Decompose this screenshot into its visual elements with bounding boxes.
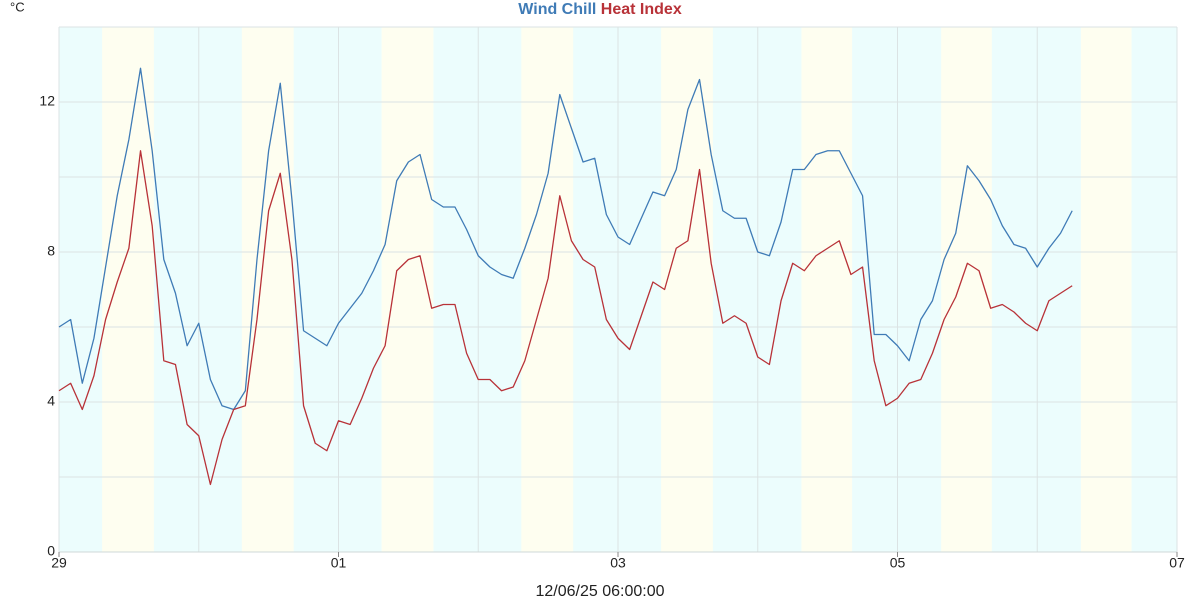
- labels-layer: 0 4 8 12 29 01 03 05 07: [39, 93, 1185, 571]
- x-tick-label: 03: [610, 555, 626, 571]
- y-tick-label: 8: [47, 243, 55, 259]
- daylight-band: [941, 27, 992, 552]
- daylight-band: [241, 27, 294, 552]
- x-tick-label: 05: [890, 555, 906, 571]
- legend-entry: Wind Chill: [518, 1, 596, 18]
- grid-layer: [58, 26, 1178, 557]
- daylight-band: [381, 27, 434, 552]
- x-tick-label: 01: [331, 555, 347, 571]
- subtitle: 12/06/25 06:00:00: [535, 583, 664, 600]
- x-tick-label: 29: [51, 555, 67, 571]
- daylight-band: [102, 27, 154, 552]
- x-tick-label: 07: [1169, 555, 1185, 571]
- daylight-band: [801, 27, 853, 552]
- legend-entry: Heat Index: [601, 1, 682, 18]
- y-tick-label: 4: [47, 393, 55, 409]
- daylight-band: [521, 27, 574, 552]
- daylight-band: [661, 27, 713, 552]
- series-line: [58, 150, 1073, 486]
- legend-title: Wind Chill Heat Index: [518, 1, 682, 18]
- y-axis-unit: °C: [10, 0, 25, 14]
- y-tick-label: 0: [47, 543, 55, 559]
- daylight-band: [1080, 27, 1132, 552]
- series-line: [58, 67, 1073, 411]
- lines-layer: [58, 67, 1073, 486]
- y-tick-label: 12: [39, 93, 55, 109]
